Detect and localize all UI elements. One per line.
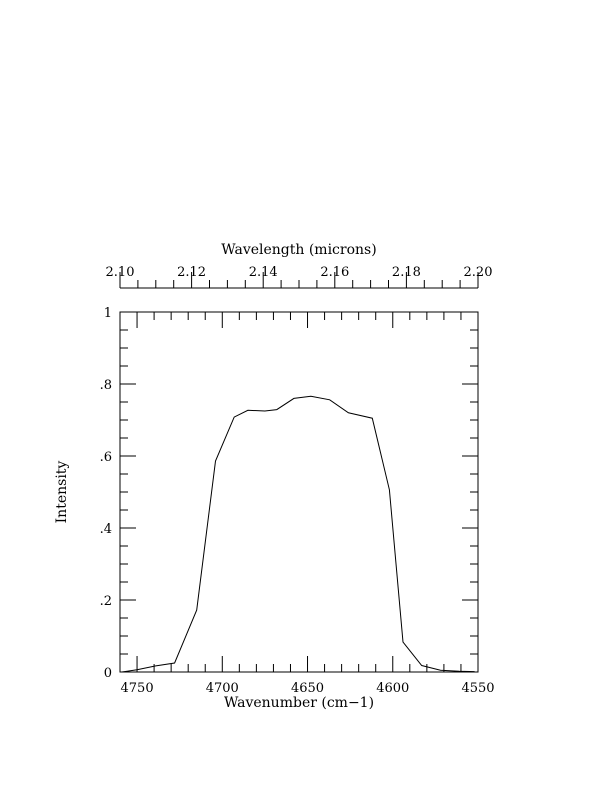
y-tick-label: .4 — [100, 522, 112, 537]
y-axis-title: Intensity — [54, 461, 70, 524]
x2-tick-label: 2.18 — [392, 265, 421, 280]
series-line — [121, 395, 475, 673]
y-tick-label: 0 — [104, 666, 112, 681]
x-tick-label: 4550 — [461, 681, 494, 696]
x2-tick-label: 2.10 — [106, 265, 135, 280]
axis-tick-labels: 4750 4700 4650 4600 4550 0 .2 .4 .6 .8 1 2.10 2.12 2.… — [100, 265, 495, 696]
x2-tick-label: 2.12 — [177, 265, 206, 280]
x2-tick-label: 2.14 — [249, 265, 278, 280]
x2-tick-label: 2.16 — [320, 265, 349, 280]
x-tick-label: 4700 — [206, 681, 239, 696]
series-group — [121, 395, 475, 673]
top-axis-title: Wavelength (microns) — [221, 242, 376, 258]
y-tick-label: .6 — [100, 450, 112, 465]
x-tick-label: 4750 — [121, 681, 154, 696]
plot-frame — [119, 311, 479, 673]
x-axis-title: Wavenumber (cm−1) — [224, 695, 374, 711]
y-tick-label: .2 — [100, 594, 112, 609]
x-tick-label: 4650 — [291, 681, 324, 696]
y-tick-label: .8 — [100, 378, 112, 393]
axis-ticks — [119, 272, 479, 673]
x2-tick-label: 2.20 — [464, 265, 493, 280]
y-tick-label: 1 — [104, 306, 112, 321]
x-tick-label: 4600 — [376, 681, 409, 696]
